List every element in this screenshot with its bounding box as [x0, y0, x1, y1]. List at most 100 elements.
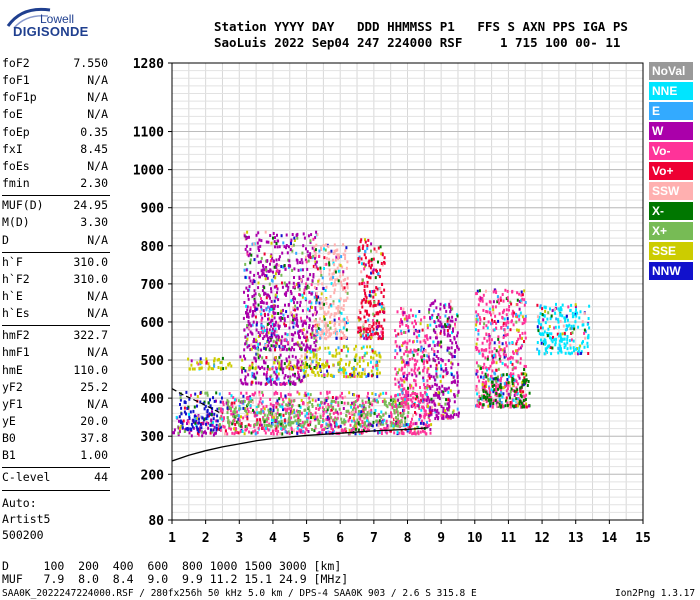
- echo-point: [319, 416, 322, 419]
- echo-point: [331, 396, 334, 399]
- echo-point: [486, 395, 489, 399]
- echo-point: [429, 411, 432, 415]
- echo-point: [353, 347, 356, 351]
- param-value: N/A: [87, 73, 108, 88]
- echo-point: [548, 325, 551, 328]
- echo-point: [373, 314, 376, 318]
- echo-point: [360, 270, 363, 274]
- echo-point: [332, 331, 335, 335]
- echo-point: [393, 398, 396, 402]
- echo-point: [321, 301, 324, 305]
- echo-point: [271, 422, 274, 426]
- echo-point: [332, 354, 335, 358]
- echo-point: [351, 410, 354, 414]
- echo-point: [304, 369, 307, 373]
- echo-point: [408, 314, 411, 318]
- echo-point: [275, 330, 278, 334]
- echo-point: [506, 333, 509, 337]
- echo-point: [253, 372, 256, 376]
- echo-point: [342, 308, 345, 311]
- echo-point: [278, 403, 281, 407]
- echo-point: [257, 331, 260, 335]
- echo-point: [320, 297, 323, 301]
- echo-point: [436, 375, 439, 379]
- echo-point: [494, 353, 497, 357]
- echo-point: [291, 321, 294, 325]
- echo-point: [397, 424, 400, 428]
- echo-point: [365, 334, 368, 338]
- echo-point: [513, 405, 516, 408]
- echo-point: [317, 362, 320, 366]
- echo-point: [285, 381, 288, 385]
- echo-point: [402, 424, 405, 428]
- echo-point: [330, 312, 333, 316]
- echo-point: [188, 416, 191, 420]
- echo-point: [566, 318, 569, 322]
- echo-point: [368, 293, 371, 297]
- echo-point: [426, 326, 429, 330]
- echo-point: [536, 303, 539, 307]
- echo-point: [502, 310, 505, 314]
- echo-point: [299, 369, 302, 372]
- echo-point: [357, 372, 360, 376]
- echo-point: [228, 426, 231, 430]
- echo-point: [324, 336, 326, 340]
- echo-point: [207, 362, 210, 366]
- echo-point: [257, 260, 260, 264]
- param-label: hmF1: [2, 345, 30, 360]
- echo-point: [280, 424, 283, 428]
- echo-point: [354, 359, 357, 362]
- echo-point: [378, 394, 381, 398]
- echo-point: [369, 266, 372, 270]
- echo-point: [482, 308, 485, 312]
- echo-point: [432, 357, 435, 361]
- echo-point: [376, 332, 379, 335]
- echo-point: [325, 321, 328, 325]
- echo-point: [410, 384, 413, 388]
- echo-point: [411, 417, 413, 421]
- echo-point: [276, 374, 279, 378]
- echo-point: [383, 261, 386, 265]
- echo-point: [437, 391, 440, 395]
- echo-point: [289, 375, 292, 379]
- echo-point: [451, 319, 454, 323]
- echo-point: [292, 333, 295, 337]
- echo-point: [505, 341, 507, 345]
- echo-point: [421, 328, 424, 332]
- echo-point: [382, 420, 384, 424]
- echo-point: [316, 347, 319, 351]
- echo-point: [480, 297, 483, 300]
- echo-point: [423, 430, 426, 434]
- echo-point: [342, 366, 345, 370]
- echo-point: [274, 276, 277, 280]
- echo-point: [385, 431, 388, 435]
- echo-point: [412, 340, 414, 344]
- echo-point: [438, 385, 441, 389]
- echo-point: [254, 357, 257, 361]
- echo-point: [249, 308, 252, 312]
- echo-point: [273, 285, 276, 289]
- echo-point: [303, 422, 306, 426]
- echo-point: [265, 377, 268, 381]
- echo-point: [525, 405, 528, 409]
- echo-point: [421, 355, 424, 359]
- echo-point: [425, 432, 428, 436]
- echo-point: [563, 342, 566, 346]
- echo-point: [429, 413, 432, 417]
- echo-point: [246, 396, 248, 400]
- echo-point: [432, 399, 435, 403]
- echo-point: [173, 428, 176, 432]
- echo-point: [559, 308, 562, 312]
- echo-point: [278, 355, 281, 359]
- echo-point: [242, 406, 245, 410]
- echo-point: [413, 369, 416, 373]
- echo-point: [284, 382, 286, 386]
- echo-point: [552, 335, 554, 339]
- echo-point: [267, 424, 270, 427]
- echo-point: [425, 412, 428, 416]
- echo-point: [379, 310, 381, 314]
- echo-point: [489, 341, 492, 345]
- echo-point: [325, 301, 328, 305]
- echo-point: [584, 336, 587, 340]
- echo-point: [363, 372, 366, 376]
